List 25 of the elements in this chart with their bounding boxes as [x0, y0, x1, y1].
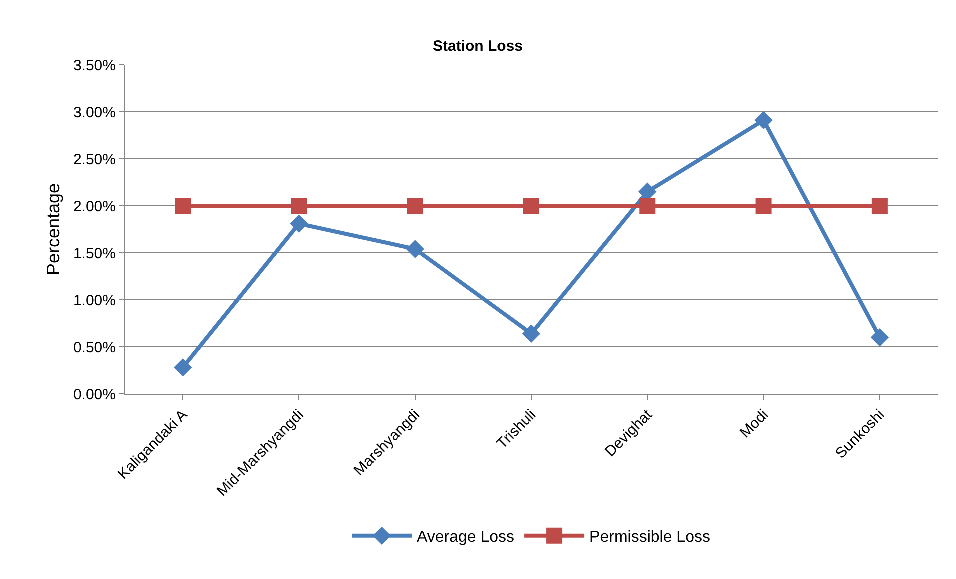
point	[872, 198, 888, 214]
point	[524, 198, 540, 214]
point	[754, 111, 773, 130]
point	[522, 324, 541, 343]
point	[290, 214, 308, 233]
y-tick-label: 0.00%	[73, 386, 116, 404]
y-tick-label: 2.00%	[73, 198, 116, 216]
point	[291, 198, 308, 214]
point	[174, 358, 192, 377]
point	[756, 198, 772, 214]
point	[407, 198, 424, 214]
y-tick-label: 0.50%	[73, 339, 116, 356]
y-tick-label: 2.50%	[73, 151, 116, 168]
y-tick-label: 1.50%	[73, 245, 116, 262]
point	[640, 198, 656, 214]
legend-label: Permissible Loss	[590, 529, 710, 546]
point	[175, 198, 192, 214]
y-tick-label: 3.00%	[73, 104, 116, 122]
chart-title: Station Loss	[432, 38, 524, 56]
y-tick-label: 3.50%	[73, 57, 116, 74]
y-axis-title: Percentage	[44, 183, 64, 276]
y-tick-label: 1.00%	[73, 292, 116, 310]
legend-label: Average Loss	[417, 529, 515, 546]
point	[406, 240, 424, 258]
point	[870, 328, 890, 347]
